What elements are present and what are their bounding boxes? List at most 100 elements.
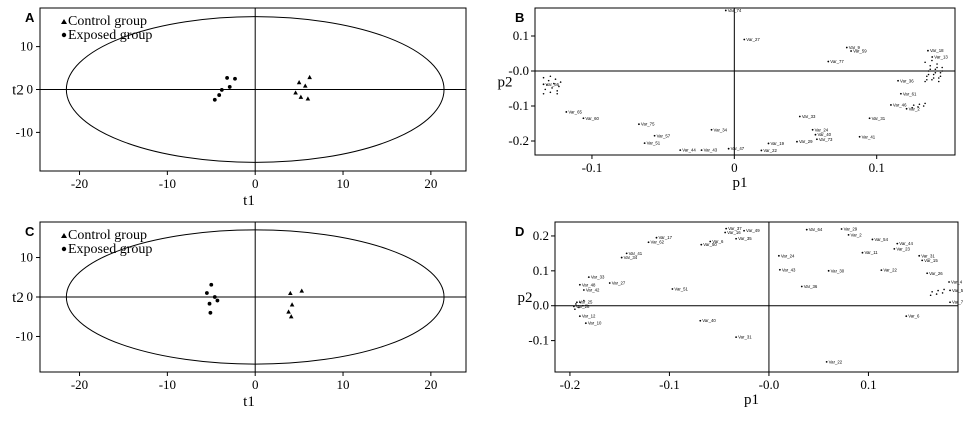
loading-point-label: Var_57 <box>657 133 671 138</box>
loading-cluster-dot <box>578 306 580 309</box>
loading-point <box>608 282 611 284</box>
loading-point-label: Var_62 <box>651 240 665 245</box>
legend-item-control: Control group <box>68 228 147 243</box>
y-tick-label: 0.1 <box>513 28 529 43</box>
loading-point <box>671 288 674 290</box>
x-axis-label: p1 <box>733 175 748 191</box>
loading-cluster-dot <box>935 293 938 295</box>
x-tick-label: 10 <box>337 377 350 392</box>
loading-point-label: Var_48 <box>582 282 596 287</box>
loading-point <box>565 111 568 113</box>
loading-point <box>620 256 623 259</box>
loading-cluster-dot <box>939 75 942 78</box>
plot-frame <box>534 7 956 156</box>
exposed-point <box>209 282 214 287</box>
loading-cluster-dot <box>575 303 577 305</box>
loading-point <box>778 268 781 271</box>
exposed-point <box>233 76 237 81</box>
loading-point <box>868 117 871 120</box>
x-tick-label: -0.1 <box>582 160 603 175</box>
loading-point-label: Var_5 <box>952 288 964 293</box>
loading-point-label: Var_50 <box>703 242 717 247</box>
control-point <box>288 290 293 296</box>
loading-cluster-dot <box>924 61 926 64</box>
y-tick-label: -0.2 <box>508 133 529 148</box>
loading-point <box>897 79 899 82</box>
y-axis-label: p2 <box>518 290 533 306</box>
loading-point-label: Var_42 <box>586 288 600 293</box>
loading-cluster-dot <box>554 78 557 80</box>
control-point <box>288 314 294 319</box>
loading-point-label: Var_40 <box>702 318 716 323</box>
loading-point <box>905 315 908 318</box>
loading-point-label: Var_37 <box>728 226 742 231</box>
loading-point <box>899 92 902 95</box>
loading-point <box>573 305 575 308</box>
x-tick-label: 0.1 <box>860 377 876 392</box>
exposed-point <box>204 291 209 295</box>
loading-point-label: Var_36 <box>804 284 818 289</box>
loading-point-label: Var_44 <box>899 241 913 246</box>
y-tick-label: -0.1 <box>528 333 549 348</box>
y-tick-label: 0.0 <box>533 298 549 313</box>
x-tick-label: -0.0 <box>759 377 780 392</box>
loading-point <box>625 252 628 255</box>
exposed-point <box>207 301 212 306</box>
loading-cluster-dot <box>932 77 935 79</box>
loading-point-label: Var_31 <box>921 253 935 258</box>
loading-point-label: Var_22 <box>883 268 897 273</box>
panel-a-score-plot: A -20 -10 0 10 20 -10 0 10 t1 t2 Control groupExpos… <box>12 7 467 209</box>
x-axis-label: t1 <box>243 193 255 209</box>
loading-point-label: Var_49 <box>746 228 760 233</box>
x-axis-label: p1 <box>744 392 759 408</box>
loading-point <box>949 289 951 292</box>
loading-point-label: Var_10 <box>588 321 602 326</box>
loading-point-label: Var_33 <box>591 275 605 280</box>
loading-point <box>700 243 703 246</box>
loading-point-label: Var_66 <box>546 82 560 87</box>
loading-point-label: Var_59 <box>853 49 867 54</box>
hotelling-ellipse <box>65 229 445 365</box>
loading-point-label: Var_2 <box>909 106 921 111</box>
y-tick-label: 10 <box>20 250 33 265</box>
loading-point <box>827 269 830 272</box>
loading-point <box>896 242 899 245</box>
loading-point <box>578 315 581 318</box>
loading-point-label: Var_29 <box>799 139 813 144</box>
y-tick-label: -10 <box>16 328 33 343</box>
loading-point-label: Var_25 <box>579 300 593 305</box>
loading-cluster-dot <box>552 82 555 85</box>
loading-point <box>575 301 578 304</box>
loading-point-label: Var_51 <box>674 286 688 291</box>
exposed-point <box>217 93 222 97</box>
x-tick-label: 0 <box>252 176 259 191</box>
loading-point-label: Var_11 <box>864 250 878 255</box>
loading-point-label: Var_6 <box>712 239 724 244</box>
loading-point-label: Var_47 <box>731 146 745 151</box>
loading-point <box>847 234 850 236</box>
control-point <box>305 96 311 101</box>
panel-letter-a: A <box>25 10 35 25</box>
loading-cluster-dot <box>943 288 945 291</box>
loading-point-label: Var_15 <box>924 258 938 263</box>
legend-item-exposed: Exposed group <box>68 28 152 43</box>
panel-b-loading-plot: B -0.1 0 0.1 0.1 -0.0 -0.1 -0.2 p1 p2 Var_74 Var_27… <box>498 7 956 191</box>
loading-cluster-dot <box>583 299 585 302</box>
control-point <box>289 302 295 307</box>
loading-point-label: Var_51 <box>647 141 661 146</box>
loading-cluster-dot <box>931 290 933 293</box>
loading-point-label: Var_22 <box>763 148 777 153</box>
loading-point <box>815 138 818 141</box>
x-tick-label: 0.1 <box>869 160 885 175</box>
loading-point <box>743 38 746 41</box>
loading-point-label: Var_44 <box>682 148 696 153</box>
control-point <box>296 80 302 85</box>
loading-point <box>655 236 658 239</box>
y-axis-label: t2 <box>12 83 24 99</box>
loading-point <box>582 117 585 120</box>
loading-point-label: Var_2 <box>851 232 863 237</box>
loading-cluster-dot <box>542 92 545 95</box>
loading-point <box>840 228 843 230</box>
loading-cluster-dot <box>556 92 559 95</box>
loading-point-label: Var_43 <box>782 267 796 272</box>
